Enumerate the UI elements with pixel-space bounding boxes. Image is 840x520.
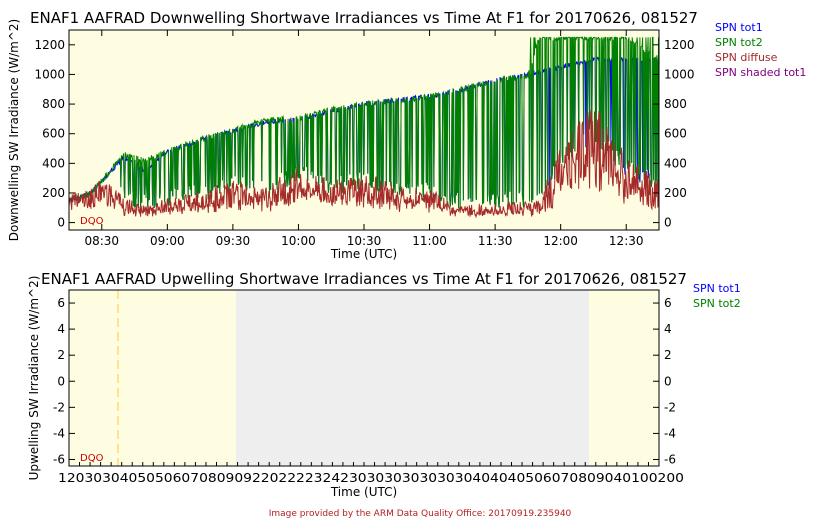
bottom-x-tick-labels: 1203030405050607080909220222232423030303… xyxy=(58,471,684,485)
top-y-tick-label: 1000 xyxy=(34,67,65,81)
bottom-y-tick-label: -4 xyxy=(53,426,65,440)
bottom-y-tick-label: -2 xyxy=(53,400,65,414)
series-line-spn-tot2 xyxy=(68,35,660,209)
bottom-y-tick-label: -6 xyxy=(53,452,65,466)
top-y-tick-label: 600 xyxy=(42,127,65,141)
top-x-axis-label: Time (UTC) xyxy=(330,247,397,261)
top-series-group xyxy=(68,35,660,219)
top-x-tick-label: 11:30 xyxy=(478,234,513,248)
top-y-axis-label: Downwelling SW Irradiance (W/m^2) xyxy=(7,19,21,241)
top-chart-title: ENAF1 AAFRAD Downwelling Shortwave Irrad… xyxy=(30,9,698,27)
bottom-dqo-annotation: DQO xyxy=(80,453,104,464)
top-y-tick-label: 400 xyxy=(42,156,65,170)
bottom-right-y-tick-label: 0 xyxy=(664,374,672,388)
legend-entry: SPN tot1 xyxy=(693,282,741,295)
top-right-y-tick-label: 800 xyxy=(664,97,687,111)
top-x-tick-label: 09:30 xyxy=(216,234,251,248)
credit-text: Image provided by the ARM Data Quality O… xyxy=(269,509,572,519)
bottom-y-tick-label: 0 xyxy=(57,374,65,388)
bottom-y-tick-label: 6 xyxy=(57,296,65,310)
top-x-tick-label: 12:00 xyxy=(543,234,578,248)
top-x-tick-label: 09:00 xyxy=(150,234,185,248)
legend-entry: SPN diffuse xyxy=(715,51,778,64)
top-right-y-tick-label: 400 xyxy=(664,156,687,170)
top-x-tick-label: 11:00 xyxy=(412,234,447,248)
legend-entry: SPN tot1 xyxy=(715,21,763,34)
legend-entry: SPN tot2 xyxy=(693,297,741,310)
top-y-tick-label: 800 xyxy=(42,97,65,111)
top-y-tick-label: 1200 xyxy=(34,38,65,52)
top-dqo-annotation: DQO xyxy=(80,216,104,227)
top-ticks-group: 08:30 09:00 09:30 10:00 10:30 11:00 11:30 12:00… xyxy=(34,30,695,248)
top-x-tick-label: 12:30 xyxy=(609,234,644,248)
legend-entry: SPN shaded tot1 xyxy=(715,66,806,79)
bottom-chart-title: ENAF1 AAFRAD Upwelling Shortwave Irradia… xyxy=(41,270,687,288)
top-y-tick-label: 0 xyxy=(57,216,65,230)
series-line-spn-diffuse xyxy=(68,109,660,219)
bottom-right-y-tick-label: -6 xyxy=(664,452,676,466)
bottom-y-tick-label: 4 xyxy=(57,322,65,336)
top-x-tick-label: 10:00 xyxy=(281,234,316,248)
top-right-y-tick-label: 1000 xyxy=(664,67,695,81)
bottom-y-tick-label: 2 xyxy=(57,348,65,362)
bottom-legend: SPN tot1 SPN tot2 xyxy=(693,282,741,310)
top-right-y-tick-label: 600 xyxy=(664,127,687,141)
bottom-missing-data-region xyxy=(236,290,589,466)
top-right-y-tick-label: 200 xyxy=(664,186,687,200)
bottom-right-y-tick-label: 6 xyxy=(664,296,672,310)
bottom-x-axis-label: Time (UTC) xyxy=(330,485,397,499)
bottom-y-axis-label: Upwelling SW Irradiance (W/m^2) xyxy=(27,276,41,481)
bottom-right-y-tick-label: -2 xyxy=(664,400,676,414)
bottom-right-y-tick-label: 2 xyxy=(664,348,672,362)
top-x-tick-label: 08:30 xyxy=(84,234,119,248)
top-y-tick-label: 200 xyxy=(42,186,65,200)
top-right-y-tick-label: 0 xyxy=(664,216,672,230)
legend-entry: SPN tot2 xyxy=(715,36,763,49)
top-right-y-tick-label: 1200 xyxy=(664,38,695,52)
bottom-right-y-tick-label: 4 xyxy=(664,322,672,336)
bottom-ticks-group: -6 -6 -4 -4 -2 -2 0 0 2 2 4 4 6 6 xyxy=(53,296,676,466)
top-x-tick-label: 10:30 xyxy=(347,234,382,248)
bottom-right-y-tick-label: -4 xyxy=(664,426,676,440)
top-legend: SPN tot1 SPN tot2 SPN diffuse SPN shaded to… xyxy=(715,21,806,79)
